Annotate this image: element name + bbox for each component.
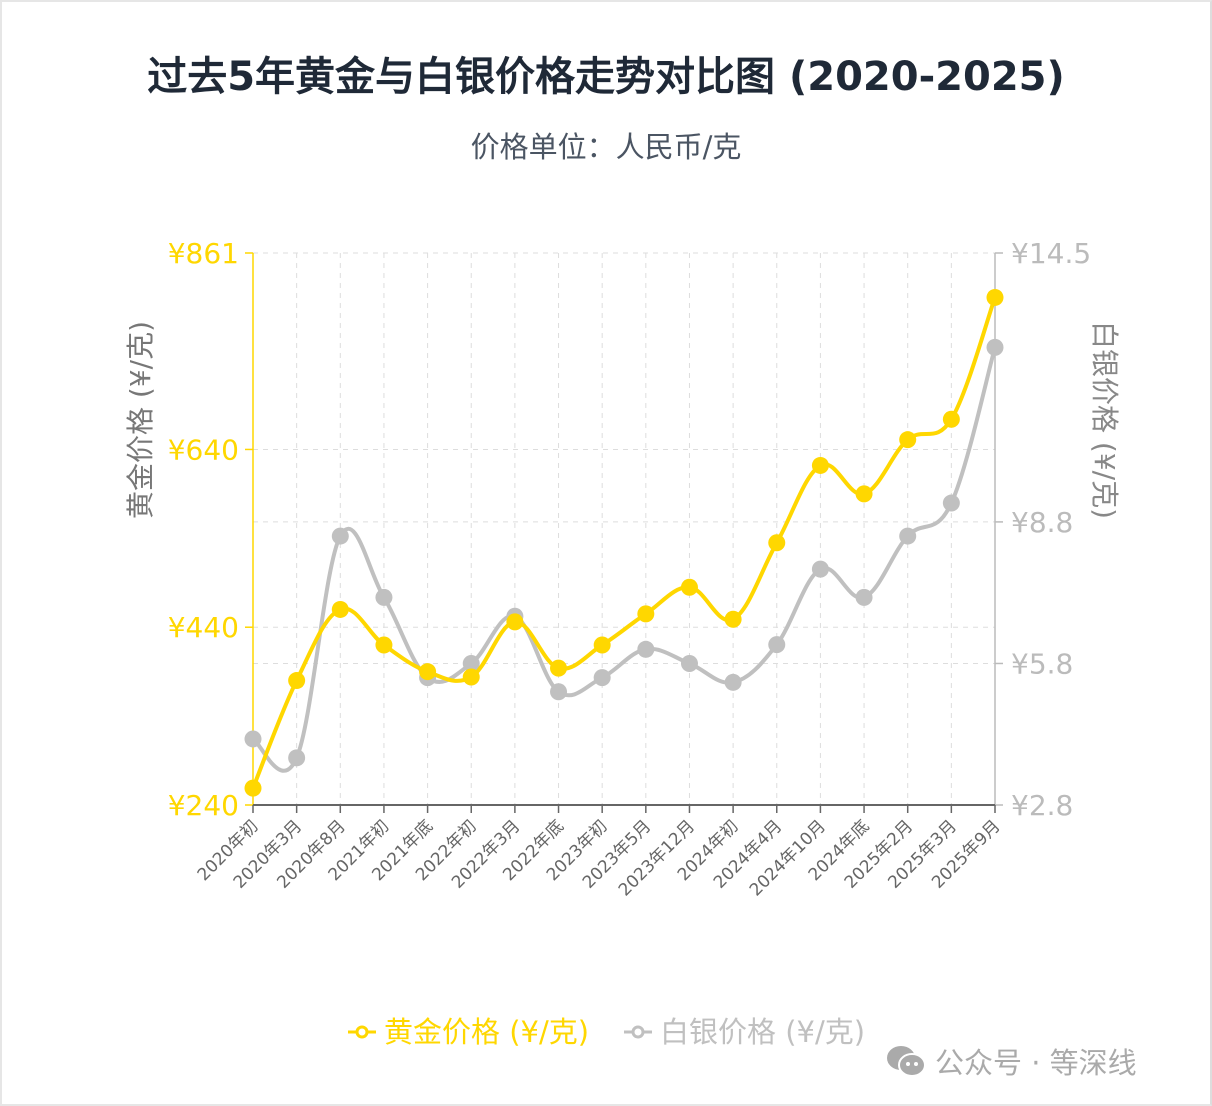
data-point-silver [462, 654, 480, 672]
data-point-gold [593, 636, 611, 654]
series-line-silver [251, 346, 997, 773]
left-axis-label: 黄金价格 (¥/克) [124, 321, 157, 519]
data-point-gold [462, 668, 480, 686]
data-point-silver [768, 636, 786, 654]
data-point-silver [637, 640, 655, 658]
data-point-silver [288, 749, 306, 767]
data-point-silver [811, 560, 829, 578]
data-point-gold [811, 456, 829, 474]
data-point-silver [680, 654, 698, 672]
data-point-gold [986, 288, 1004, 306]
chart-title: 过去5年黄金与白银价格走势对比图 (2020-2025) [147, 54, 1065, 100]
data-point-silver [550, 683, 568, 701]
left-axis-tick-label: ¥240 [168, 789, 239, 822]
right-axis-tick-label: ¥5.8 [1011, 647, 1073, 680]
data-point-silver [244, 730, 262, 748]
data-point-gold [680, 578, 698, 596]
left-axis-tick-label: ¥640 [168, 433, 239, 466]
data-point-silver [593, 669, 611, 687]
data-point-gold [899, 431, 917, 449]
legend-marker-silver [631, 1025, 645, 1039]
data-point-gold [331, 600, 349, 618]
watermark-text: 公众号 · 等深线 [935, 1046, 1137, 1080]
chart-subtitle: 价格单位：人民币/克 [470, 130, 742, 164]
left-axis-tick-label: ¥440 [168, 611, 239, 644]
legend-marker-gold [355, 1025, 369, 1039]
data-point-gold [550, 659, 568, 677]
wechat-icon [887, 1046, 926, 1077]
data-point-gold [506, 613, 524, 631]
data-point-gold [942, 410, 960, 428]
right-axis-tick-label: ¥8.8 [1011, 506, 1073, 539]
data-point-silver [899, 527, 917, 545]
left-axis-tick-label: ¥861 [168, 237, 239, 270]
right-axis-tick-label: ¥2.8 [1011, 789, 1073, 822]
legend-label-silver: 白银价格 (¥/克) [660, 1015, 865, 1049]
right-axis-tick-label: ¥14.5 [1011, 237, 1091, 270]
watermark: 公众号 · 等深线 [885, 1040, 1137, 1082]
data-point-silver [855, 588, 873, 606]
data-point-silver [724, 673, 742, 691]
series-line-gold [251, 296, 997, 789]
data-point-gold [855, 485, 873, 503]
right-axis-label: 白银价格 (¥/克) [1088, 321, 1121, 519]
data-point-gold [768, 534, 786, 552]
data-point-gold [419, 663, 437, 681]
data-point-gold [288, 672, 306, 690]
legend-label-gold: 黄金价格 (¥/克) [384, 1015, 589, 1049]
data-point-gold [244, 779, 262, 797]
data-point-silver [331, 527, 349, 545]
data-point-silver [986, 338, 1004, 356]
data-point-gold [724, 610, 742, 628]
data-point-silver [375, 588, 393, 606]
data-point-silver [942, 494, 960, 512]
data-point-gold [375, 636, 393, 654]
data-point-gold [637, 605, 655, 623]
